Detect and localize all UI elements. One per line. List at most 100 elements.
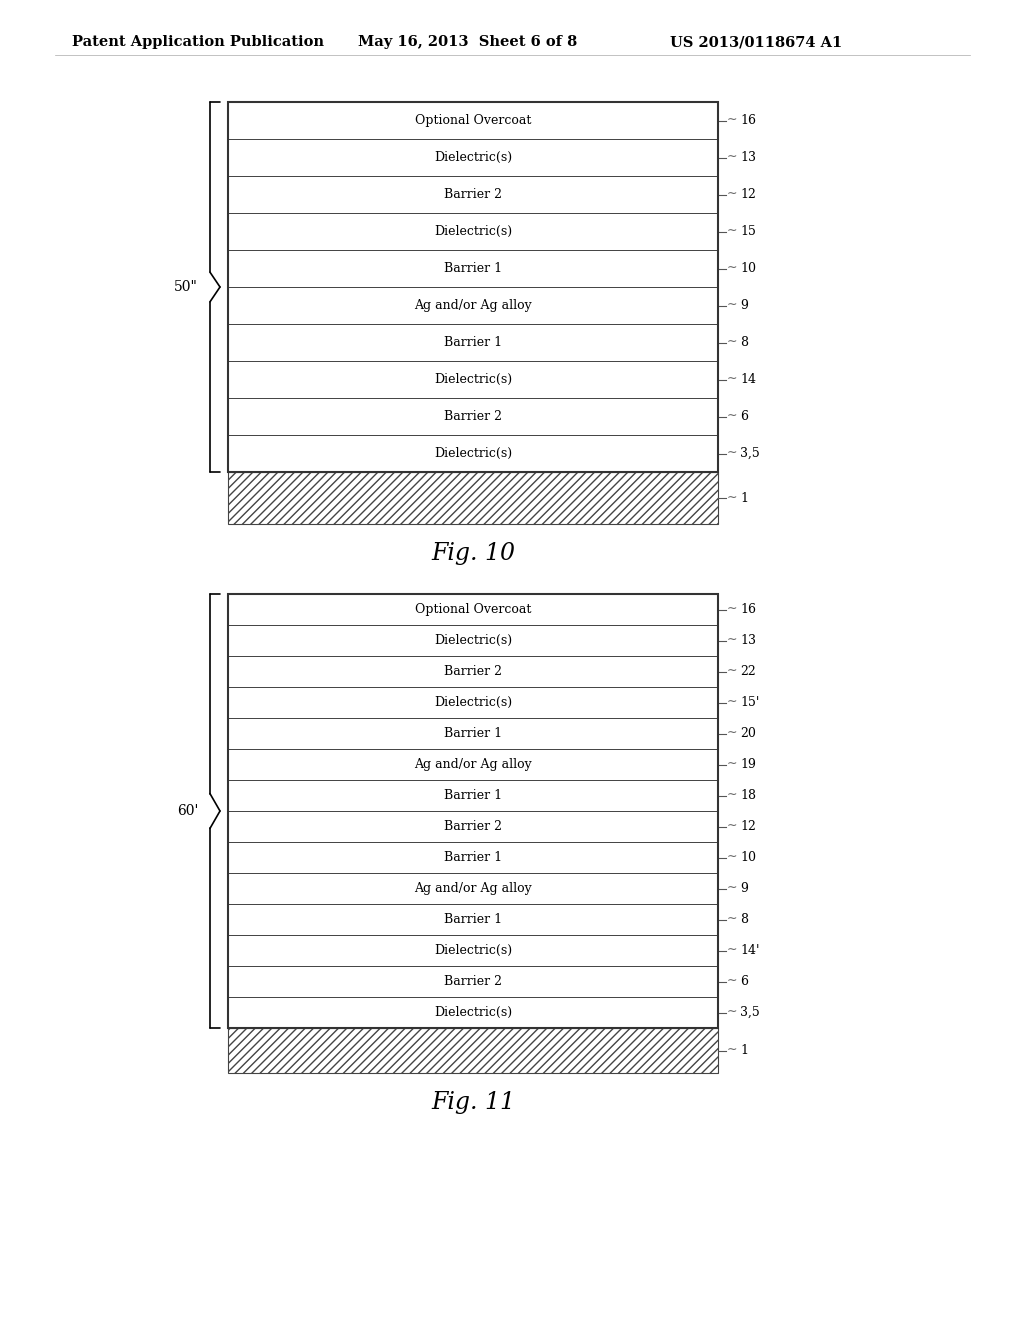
Text: ∼: ∼ <box>727 298 737 312</box>
Text: 12: 12 <box>740 820 756 833</box>
Bar <box>228 594 718 624</box>
Bar <box>228 780 718 810</box>
Text: 9: 9 <box>740 882 748 895</box>
Text: 16: 16 <box>740 114 756 127</box>
Text: 15: 15 <box>740 224 756 238</box>
Text: Dielectric(s): Dielectric(s) <box>434 1006 512 1019</box>
Text: Barrier 1: Barrier 1 <box>444 913 502 927</box>
Text: 13: 13 <box>740 634 756 647</box>
Text: 20: 20 <box>740 727 756 741</box>
Text: 50": 50" <box>174 280 198 294</box>
Text: Ag and/or Ag alloy: Ag and/or Ag alloy <box>414 758 531 771</box>
Bar <box>228 213 718 249</box>
Bar <box>228 656 718 686</box>
Text: 3,5: 3,5 <box>740 1006 760 1019</box>
Bar <box>228 286 718 323</box>
Text: 18: 18 <box>740 789 756 803</box>
Text: Barrier 1: Barrier 1 <box>444 789 502 803</box>
Text: ∼: ∼ <box>727 372 737 385</box>
Text: ∼: ∼ <box>727 446 737 459</box>
Text: 8: 8 <box>740 913 748 927</box>
Text: 12: 12 <box>740 187 756 201</box>
Text: ∼: ∼ <box>727 491 737 503</box>
Text: Dielectric(s): Dielectric(s) <box>434 224 512 238</box>
Text: ∼: ∼ <box>727 942 737 956</box>
Text: Dielectric(s): Dielectric(s) <box>434 447 512 459</box>
Text: Ag and/or Ag alloy: Ag and/or Ag alloy <box>414 300 531 312</box>
Text: 13: 13 <box>740 150 756 164</box>
Text: Barrier 1: Barrier 1 <box>444 337 502 348</box>
Text: Optional Overcoat: Optional Overcoat <box>415 114 531 127</box>
Text: ∼: ∼ <box>727 261 737 275</box>
Bar <box>228 810 718 842</box>
Text: ∼: ∼ <box>727 224 737 238</box>
Text: 15': 15' <box>740 696 760 709</box>
Text: Patent Application Publication: Patent Application Publication <box>72 36 324 49</box>
Text: 6: 6 <box>740 411 748 422</box>
Text: ∼: ∼ <box>727 634 737 645</box>
Bar <box>228 997 718 1028</box>
Text: ∼: ∼ <box>727 1043 737 1056</box>
Text: ∼: ∼ <box>727 974 737 987</box>
Text: 8: 8 <box>740 337 748 348</box>
Text: Barrier 1: Barrier 1 <box>444 261 502 275</box>
Text: ∼: ∼ <box>727 409 737 422</box>
Text: 22: 22 <box>740 665 756 678</box>
Text: ∼: ∼ <box>727 150 737 162</box>
Text: 1: 1 <box>740 491 748 504</box>
Bar <box>228 323 718 360</box>
Text: 6: 6 <box>740 975 748 987</box>
Text: ∼: ∼ <box>727 850 737 863</box>
Text: Barrier 2: Barrier 2 <box>444 411 502 422</box>
Bar <box>228 102 718 139</box>
Text: ∼: ∼ <box>727 602 737 615</box>
Bar <box>228 399 718 436</box>
Bar <box>228 842 718 873</box>
Text: ∼: ∼ <box>727 726 737 739</box>
Bar <box>228 935 718 966</box>
Text: Dielectric(s): Dielectric(s) <box>434 944 512 957</box>
Text: US 2013/0118674 A1: US 2013/0118674 A1 <box>670 36 843 49</box>
Bar <box>228 904 718 935</box>
Text: Ag and/or Ag alloy: Ag and/or Ag alloy <box>414 882 531 895</box>
Bar <box>228 139 718 176</box>
Text: 10: 10 <box>740 851 756 865</box>
Text: Barrier 2: Barrier 2 <box>444 187 502 201</box>
Bar <box>228 686 718 718</box>
Bar <box>228 594 718 1028</box>
Bar <box>228 873 718 904</box>
Text: ∼: ∼ <box>727 1005 737 1018</box>
Bar <box>228 436 718 473</box>
Text: 14: 14 <box>740 374 756 385</box>
Text: ∼: ∼ <box>727 880 737 894</box>
Text: Fig. 10: Fig. 10 <box>431 543 515 565</box>
Text: Dielectric(s): Dielectric(s) <box>434 634 512 647</box>
Bar <box>228 718 718 748</box>
Text: ∼: ∼ <box>727 114 737 125</box>
Text: ∼: ∼ <box>727 696 737 708</box>
Text: 14': 14' <box>740 944 760 957</box>
Text: Barrier 1: Barrier 1 <box>444 727 502 741</box>
Text: ∼: ∼ <box>727 664 737 677</box>
Bar <box>228 473 718 524</box>
Bar <box>228 249 718 286</box>
Text: ∼: ∼ <box>727 818 737 832</box>
Bar <box>228 360 718 399</box>
Bar <box>228 624 718 656</box>
Text: Dielectric(s): Dielectric(s) <box>434 150 512 164</box>
Text: 1: 1 <box>740 1044 748 1057</box>
Text: 3,5: 3,5 <box>740 447 760 459</box>
Text: Barrier 1: Barrier 1 <box>444 851 502 865</box>
Text: 19: 19 <box>740 758 756 771</box>
Text: May 16, 2013  Sheet 6 of 8: May 16, 2013 Sheet 6 of 8 <box>358 36 578 49</box>
Bar <box>228 176 718 213</box>
Text: Dielectric(s): Dielectric(s) <box>434 696 512 709</box>
Bar <box>228 748 718 780</box>
Text: 60': 60' <box>176 804 198 818</box>
Text: Fig. 11: Fig. 11 <box>431 1092 515 1114</box>
Bar <box>228 1028 718 1073</box>
Text: Dielectric(s): Dielectric(s) <box>434 374 512 385</box>
Text: 10: 10 <box>740 261 756 275</box>
Text: Barrier 2: Barrier 2 <box>444 820 502 833</box>
Text: ∼: ∼ <box>727 912 737 925</box>
